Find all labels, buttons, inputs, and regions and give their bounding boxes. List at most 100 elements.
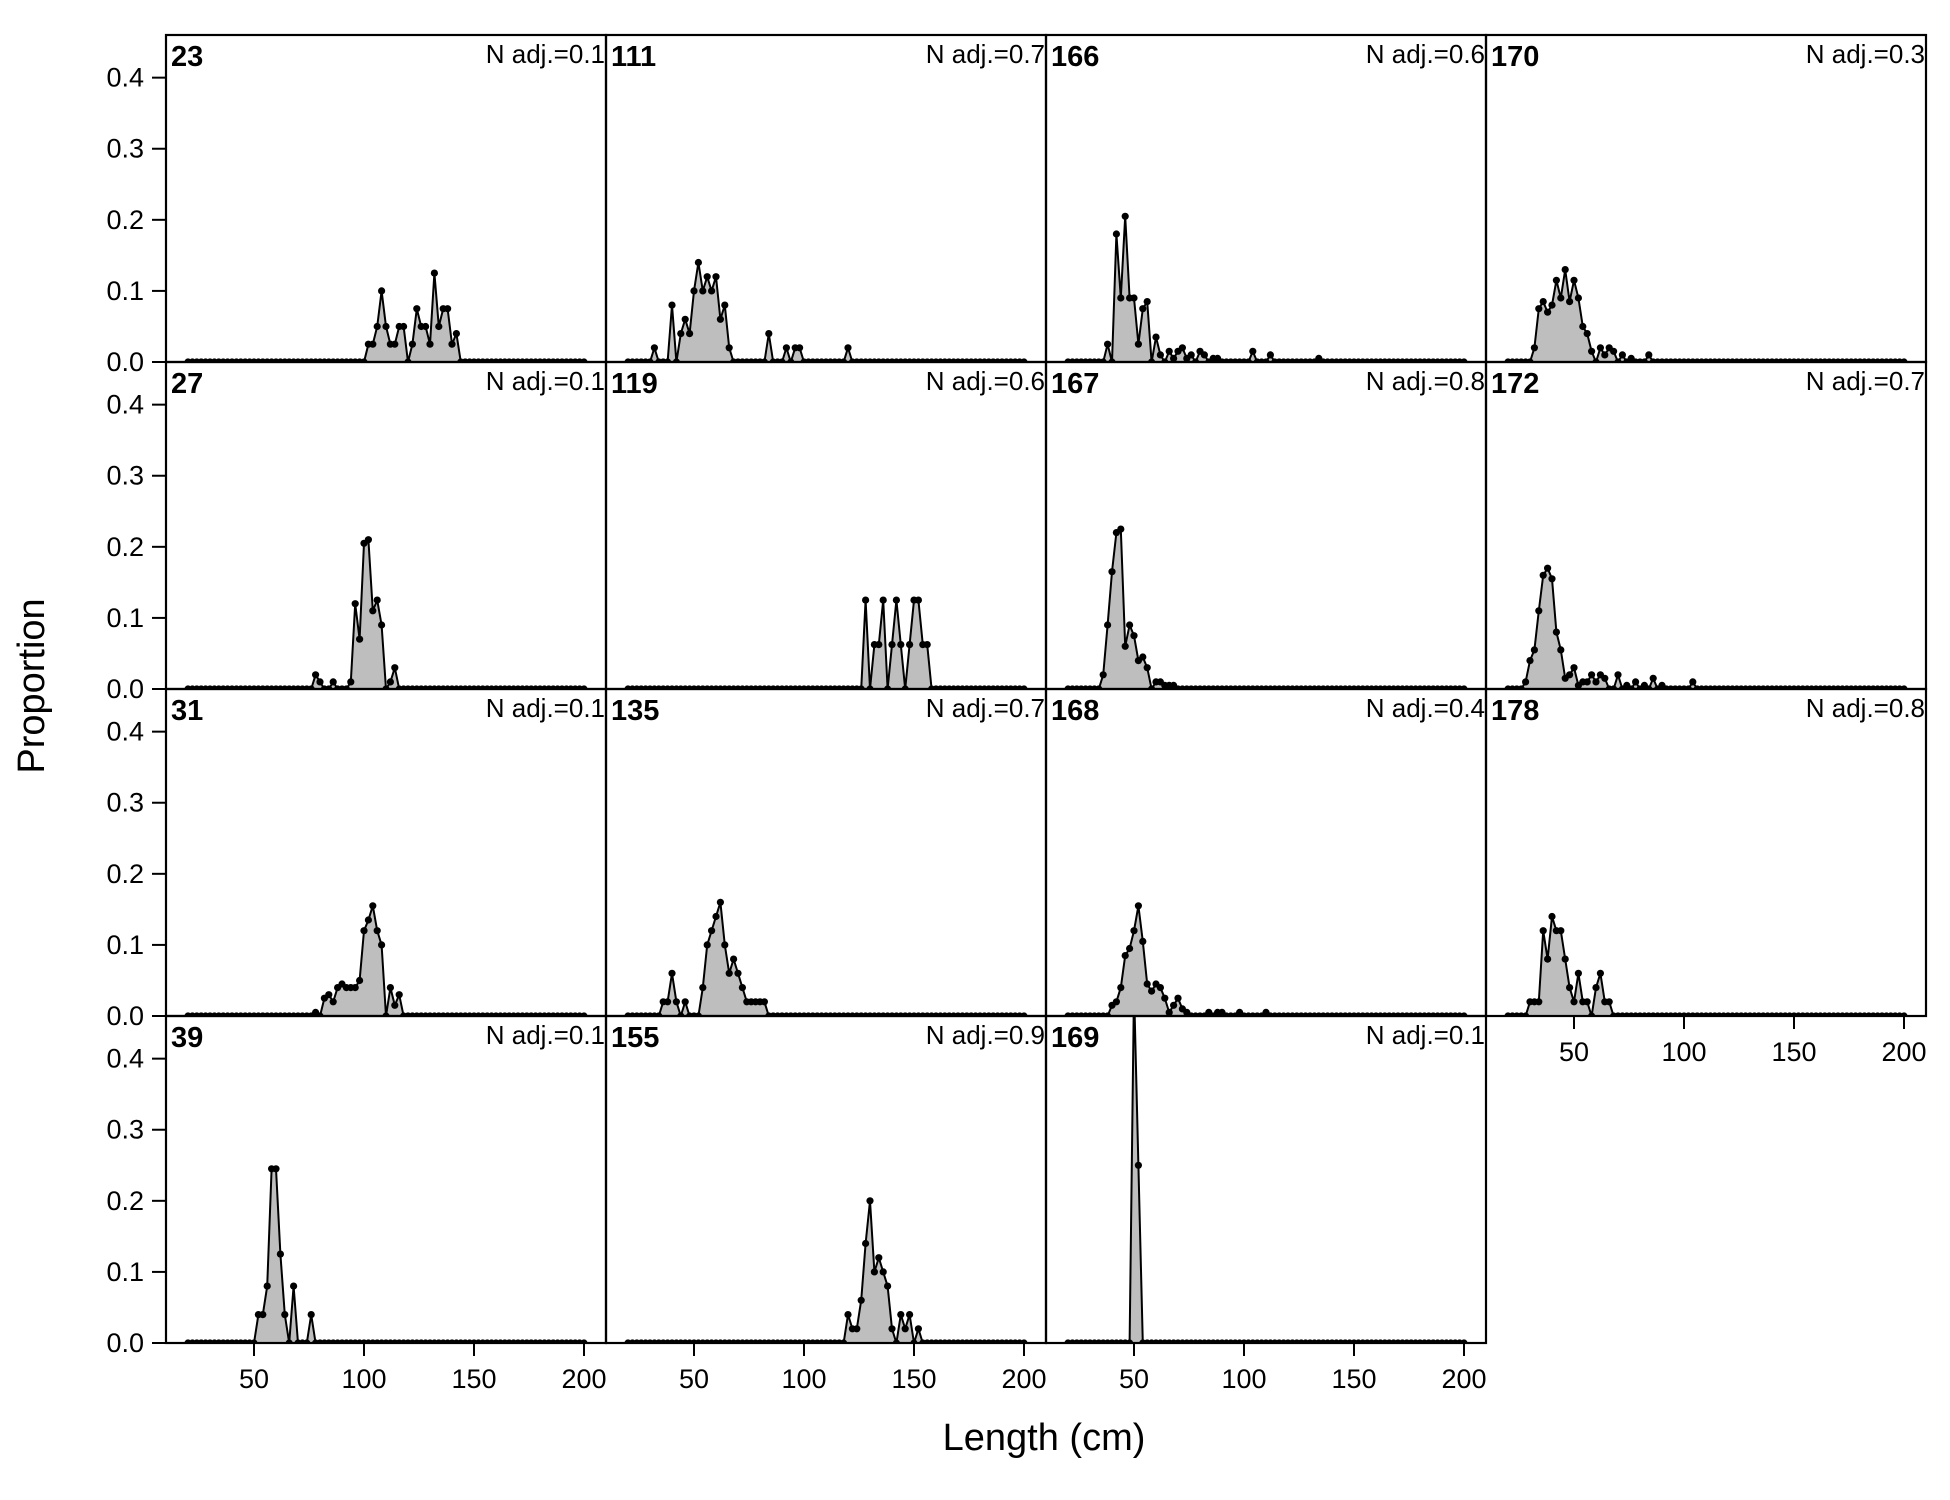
panel-id-label: 23 bbox=[171, 41, 203, 73]
panel-id-label: 167 bbox=[1051, 368, 1099, 400]
proportion-line bbox=[628, 1200, 1024, 1343]
panel-167: 167 N adj.=0.8 bbox=[1044, 360, 1488, 691]
data-point bbox=[1588, 671, 1596, 679]
proportion-line bbox=[628, 599, 1024, 689]
panel-plot-area bbox=[624, 1197, 1028, 1343]
data-point bbox=[690, 287, 698, 295]
panel-frame bbox=[1044, 1014, 1488, 1345]
n-adj-label: N adj.=0.6 bbox=[926, 366, 1045, 396]
y-tick-label: 0.3 bbox=[106, 788, 144, 818]
data-point bbox=[1174, 994, 1182, 1002]
data-point bbox=[1249, 347, 1257, 355]
panel-plot-area bbox=[624, 258, 1028, 362]
data-point bbox=[351, 984, 359, 992]
data-point bbox=[725, 969, 733, 977]
panel-frame bbox=[1484, 687, 1928, 1018]
data-point bbox=[738, 984, 747, 992]
x-tick-label: 100 bbox=[1661, 1037, 1706, 1067]
data-point bbox=[325, 991, 333, 999]
data-point bbox=[734, 969, 742, 977]
data-point bbox=[1535, 998, 1543, 1006]
panel-111: 111 N adj.=0.7 bbox=[604, 33, 1048, 364]
proportion-area bbox=[1068, 216, 1464, 362]
panel-id-label: 119 bbox=[611, 368, 658, 400]
data-point bbox=[664, 998, 672, 1006]
data-point bbox=[1139, 305, 1147, 313]
panel-119: 119 N adj.=0.6 bbox=[604, 360, 1048, 691]
y-tick-label: 0.3 bbox=[106, 461, 144, 491]
proportion-line bbox=[188, 905, 584, 1016]
data-point bbox=[1689, 678, 1697, 686]
data-point bbox=[875, 641, 883, 649]
data-point bbox=[1601, 674, 1609, 682]
proportion-area bbox=[188, 539, 584, 689]
data-point bbox=[699, 984, 707, 992]
data-point bbox=[1170, 354, 1178, 362]
n-adj-label: N adj.=0.7 bbox=[926, 693, 1045, 723]
panel-grid: 23 N adj.=0.1 111 N adj.=0.7 166 N adj.=0.6 17… bbox=[164, 33, 1928, 1345]
y-tick-label: 0.1 bbox=[106, 1257, 144, 1287]
y-tick-label: 0.3 bbox=[106, 134, 144, 164]
data-point bbox=[1583, 678, 1591, 686]
x-tick-label: 100 bbox=[781, 1364, 826, 1394]
data-point bbox=[721, 941, 729, 949]
data-point bbox=[901, 1325, 909, 1333]
data-point bbox=[725, 344, 733, 352]
data-point bbox=[1165, 347, 1173, 355]
data-point bbox=[276, 1250, 284, 1258]
data-point bbox=[875, 1254, 883, 1262]
data-point bbox=[1108, 568, 1116, 576]
panel-135: 135 N adj.=0.7 bbox=[604, 687, 1048, 1018]
x-axis-title: Length (cm) bbox=[943, 1417, 1146, 1459]
data-point bbox=[1544, 955, 1552, 963]
data-point bbox=[1187, 351, 1195, 359]
data-point bbox=[1535, 607, 1543, 615]
data-point bbox=[681, 998, 689, 1006]
panel-frame bbox=[164, 360, 608, 691]
panel-id-label: 155 bbox=[611, 1022, 659, 1054]
n-adj-label: N adj.=0.1 bbox=[486, 1020, 605, 1050]
data-point bbox=[1570, 998, 1578, 1006]
y-tick-label: 0.0 bbox=[106, 347, 144, 377]
y-tick-label: 0.2 bbox=[106, 859, 144, 889]
panel-id-label: 27 bbox=[171, 368, 203, 400]
n-adj-label: N adj.=0.8 bbox=[1366, 366, 1485, 396]
data-point bbox=[391, 664, 399, 672]
data-point bbox=[1156, 351, 1164, 359]
data-point bbox=[1530, 344, 1538, 352]
data-point bbox=[1574, 969, 1582, 977]
data-point bbox=[391, 340, 399, 348]
data-point bbox=[312, 671, 320, 679]
data-point bbox=[1566, 298, 1574, 306]
data-point bbox=[1557, 646, 1565, 654]
data-point bbox=[1610, 347, 1618, 355]
data-point bbox=[1605, 998, 1613, 1006]
data-point bbox=[378, 941, 386, 949]
data-point bbox=[672, 998, 681, 1006]
data-point bbox=[796, 344, 804, 352]
x-tick-label: 200 bbox=[561, 1364, 606, 1394]
panel-23: 23 N adj.=0.1 bbox=[164, 33, 608, 364]
data-point bbox=[1134, 1161, 1142, 1169]
data-point bbox=[1561, 955, 1569, 963]
data-point bbox=[694, 258, 703, 267]
proportion-area bbox=[1508, 916, 1904, 1016]
proportion-line bbox=[188, 1167, 584, 1343]
x-tick-label: 50 bbox=[239, 1364, 269, 1394]
n-adj-label: N adj.=0.1 bbox=[486, 693, 605, 723]
data-point bbox=[1134, 902, 1142, 910]
data-point bbox=[1539, 571, 1547, 579]
data-point bbox=[1614, 671, 1622, 679]
proportion-area bbox=[1068, 529, 1464, 689]
data-point bbox=[862, 1239, 870, 1248]
y-tick-label: 0.2 bbox=[106, 205, 144, 235]
y-tick-label: 0.0 bbox=[106, 1328, 144, 1358]
data-point bbox=[866, 1197, 874, 1205]
data-point bbox=[356, 635, 364, 643]
data-point bbox=[650, 344, 659, 352]
y-tick-label: 0.4 bbox=[106, 1044, 144, 1074]
data-point bbox=[329, 678, 337, 686]
panel-id-label: 172 bbox=[1491, 368, 1539, 400]
y-tick-label: 0.1 bbox=[106, 276, 144, 306]
data-point bbox=[1583, 330, 1591, 338]
